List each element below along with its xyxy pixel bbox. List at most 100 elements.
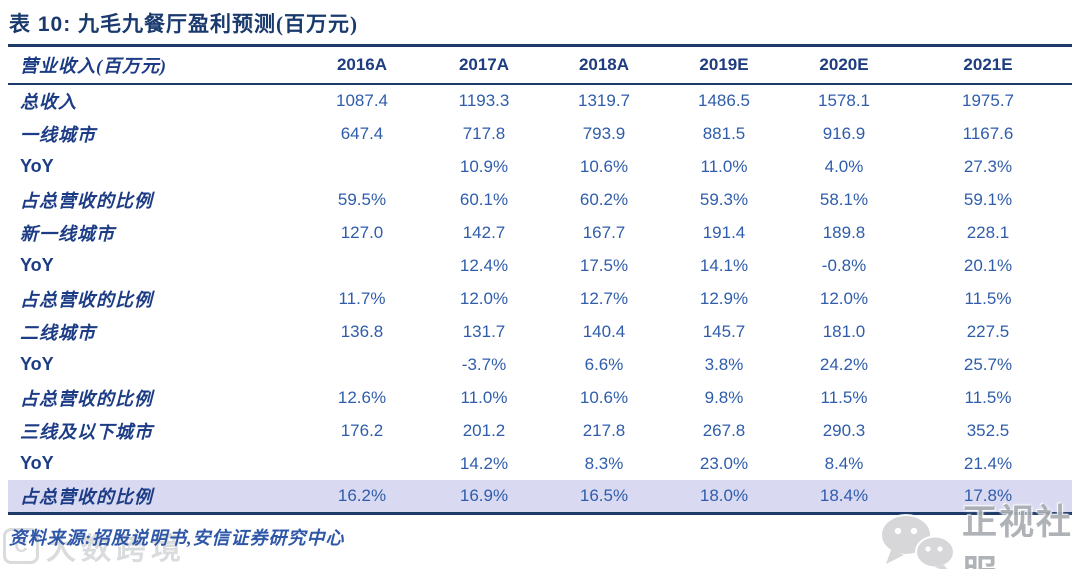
data-cell: 14.1% (699, 255, 749, 275)
row-label: 二线城市 (20, 322, 96, 343)
data-cell: 23.0% (699, 453, 749, 473)
data-cell: 11.0% (460, 387, 508, 407)
header-cell-year: 2019E (699, 55, 749, 74)
data-cell: 12.0% (819, 288, 869, 308)
row-label: 新一线城市 (20, 223, 115, 244)
data-cell: 10.9% (459, 156, 509, 176)
data-cell: 16.2% (337, 485, 387, 505)
data-cell: 793.9 (582, 123, 626, 143)
data-cell: 25.7% (963, 354, 1013, 374)
data-cell: 191.4 (702, 222, 746, 242)
header-cell-year: 2018A (578, 55, 630, 74)
data-cell: 12.6% (337, 387, 387, 407)
data-cell: 267.8 (702, 420, 746, 440)
data-cell: 60.2% (579, 189, 629, 209)
header-cell-year: 2020E (819, 55, 869, 74)
data-cell: 916.9 (822, 123, 866, 143)
data-cell: 16.5% (579, 485, 629, 505)
table-row: 占总营收的比例 59.5% 60.1% 60.2% 59.3% 58.1% 59.1% (8, 183, 1072, 216)
data-cell: 60.1% (459, 189, 509, 209)
data-cell: -0.8% (821, 255, 867, 275)
table-header-row: 营业收入(百万元) 2016A 2017A 2018A 2019E 2020E 2021E (8, 47, 1072, 84)
table-row: 新一线城市 127.0 142.7 167.7 191.4 189.8 228.1 (8, 216, 1072, 249)
data-cell: 1975.7 (962, 91, 1014, 110)
data-cell: 127.0 (340, 222, 384, 242)
data-cell: 11.7% (338, 288, 386, 308)
data-cell: 1578.1 (818, 91, 870, 110)
data-cell: 59.5% (337, 189, 387, 209)
table-row: 三线及以下城市 176.2 201.2 217.8 267.8 290.3 352.5 (8, 414, 1072, 447)
data-cell: 10.6% (579, 156, 629, 176)
data-cell: 21.4% (963, 453, 1013, 473)
data-cell: 189.8 (822, 222, 866, 242)
data-cell: 131.7 (462, 321, 506, 341)
data-cell: 176.2 (340, 420, 384, 440)
data-cell: 16.9% (459, 485, 509, 505)
data-cell: 59.3% (699, 189, 749, 209)
data-cell: 11.5% (820, 387, 868, 407)
data-cell: 58.1% (819, 189, 869, 209)
data-cell: 17.8% (963, 485, 1013, 505)
table-body: 总收入 1087.4 1193.3 1319.7 1486.5 1578.1 1975.7 一… (8, 84, 1072, 513)
data-cell: 1193.3 (458, 91, 510, 110)
row-label: 占总营收的比例 (20, 388, 153, 409)
row-label: 占总营收的比例 (20, 190, 153, 211)
source-note: 资料来源:招股说明书,安信证券研究中心 (9, 527, 345, 548)
data-cell: 8.4% (824, 453, 864, 473)
table-row: YoY -3.7% 6.6% 3.8% 24.2% 25.7% (8, 348, 1072, 381)
table-row: 一线城市 647.4 717.8 793.9 881.5 916.9 1167.6 (8, 117, 1072, 150)
data-cell (300, 348, 424, 381)
data-cell: 12.9% (699, 288, 749, 308)
data-cell: 11.5% (964, 288, 1012, 308)
data-cell: 9.8% (704, 387, 744, 407)
data-cell: 227.5 (966, 321, 1010, 341)
forecast-table: 营业收入(百万元) 2016A 2017A 2018A 2019E 2020E 2021E … (8, 47, 1072, 515)
title-underline (8, 44, 1072, 47)
table-row: YoY 10.9% 10.6% 11.0% 4.0% 27.3% (8, 150, 1072, 183)
data-cell: 201.2 (462, 420, 506, 440)
watermark-right: 正视社服 (878, 494, 1080, 569)
table-row: 占总营收的比例 16.2% 16.9% 16.5% 18.0% 18.4% 17.8% (8, 480, 1072, 513)
data-cell: 12.4% (459, 255, 509, 275)
table-row: YoY 12.4% 17.5% 14.1% -0.8% 20.1% (8, 249, 1072, 282)
data-cell: 145.7 (702, 321, 746, 341)
data-cell: 27.3% (963, 156, 1013, 176)
figure-title: 表 10: 九毛九餐厅盈利预测(百万元) (0, 0, 1080, 38)
data-cell: 3.8% (704, 354, 744, 374)
table-row: 总收入 1087.4 1193.3 1319.7 1486.5 1578.1 1975.7 (8, 84, 1072, 117)
data-cell: 228.1 (966, 222, 1010, 242)
data-cell: 352.5 (966, 420, 1010, 440)
wechat-icon (878, 512, 958, 569)
header-cell-year: 2021E (963, 55, 1013, 74)
data-cell: 167.7 (582, 222, 626, 242)
data-cell: 59.1% (963, 189, 1013, 209)
data-cell: 10.6% (579, 387, 629, 407)
data-cell: 8.3% (584, 453, 624, 473)
data-cell: 11.5% (964, 387, 1012, 407)
data-cell (300, 447, 424, 480)
header-cell-label: 营业收入(百万元) (20, 56, 167, 76)
row-label: YoY (20, 255, 54, 275)
row-label: 占总营收的比例 (20, 486, 153, 507)
data-cell: 14.2% (459, 453, 509, 473)
data-cell: 881.5 (702, 123, 746, 143)
row-label: 三线及以下城市 (20, 421, 153, 442)
watermark-left-label: 大数跨境 (46, 533, 186, 566)
data-cell: 140.4 (582, 321, 626, 341)
data-cell: 12.7% (579, 288, 629, 308)
data-cell: 1319.7 (578, 91, 630, 110)
data-cell: 1486.5 (698, 91, 750, 110)
data-cell: 18.0% (699, 485, 749, 505)
data-cell: 717.8 (462, 123, 506, 143)
data-cell: 4.0% (824, 156, 864, 176)
watermark-left: C 大数跨境 (3, 524, 186, 568)
data-cell: 217.8 (582, 420, 626, 440)
watermark-right-label: 正视社服 (962, 503, 1074, 569)
data-cell: 1087.4 (336, 91, 388, 110)
row-label: 总收入 (20, 92, 77, 112)
table-header: 营业收入(百万元) 2016A 2017A 2018A 2019E 2020E 2021E (8, 47, 1072, 84)
data-cell: 136.8 (340, 321, 384, 341)
data-cell: 181.0 (822, 321, 866, 341)
data-cell: 647.4 (340, 123, 384, 143)
